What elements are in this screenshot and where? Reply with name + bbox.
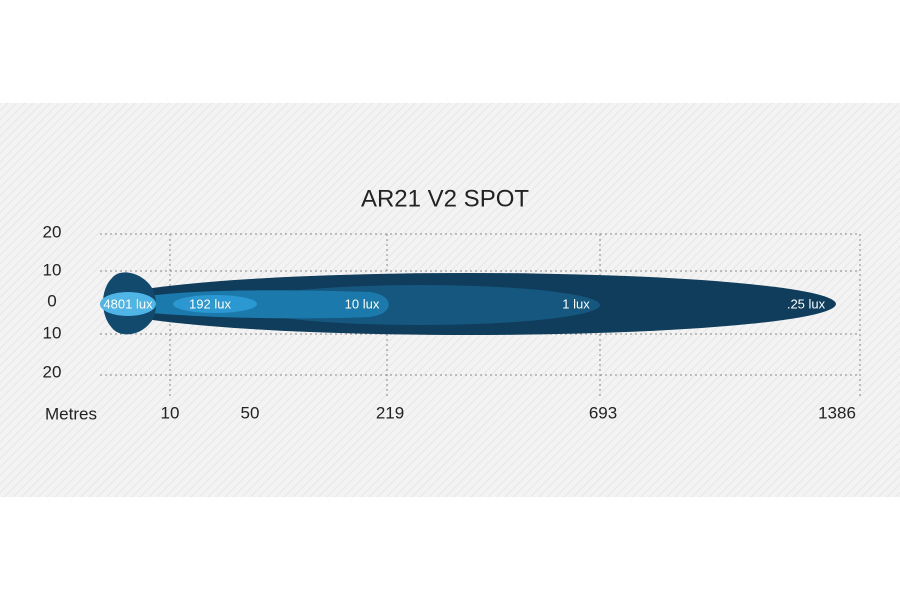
beam-192-lux [173, 295, 257, 313]
x-label: 693 [589, 403, 617, 422]
y-label: 20 [43, 222, 62, 241]
beam-label: 192 lux [189, 296, 231, 311]
x-labels: Metres 10 50 219 693 1386 [45, 403, 856, 423]
x-label: 50 [241, 403, 260, 422]
x-label: 219 [376, 403, 404, 422]
beam-label: 1 lux [562, 296, 590, 311]
y-label: 10 [43, 323, 62, 342]
beam-label: 10 lux [345, 296, 380, 311]
x-label: 1386 [818, 403, 856, 422]
beam-label: 4801 lux [103, 296, 153, 311]
x-label: 10 [161, 403, 180, 422]
title: AR21 V2 SPOT [361, 185, 529, 212]
y-label: 20 [43, 362, 62, 381]
y-labels: 20 10 0 10 20 [43, 222, 62, 381]
y-label: 0 [47, 291, 56, 310]
x-axis-label: Metres [45, 404, 97, 423]
beam-4801-lux [100, 292, 156, 316]
beam [100, 272, 836, 335]
beam-label: .25 lux [787, 296, 826, 311]
y-label: 10 [43, 260, 62, 279]
beam-labels: 4801 lux 192 lux 10 lux 1 lux .25 lux [103, 296, 825, 311]
